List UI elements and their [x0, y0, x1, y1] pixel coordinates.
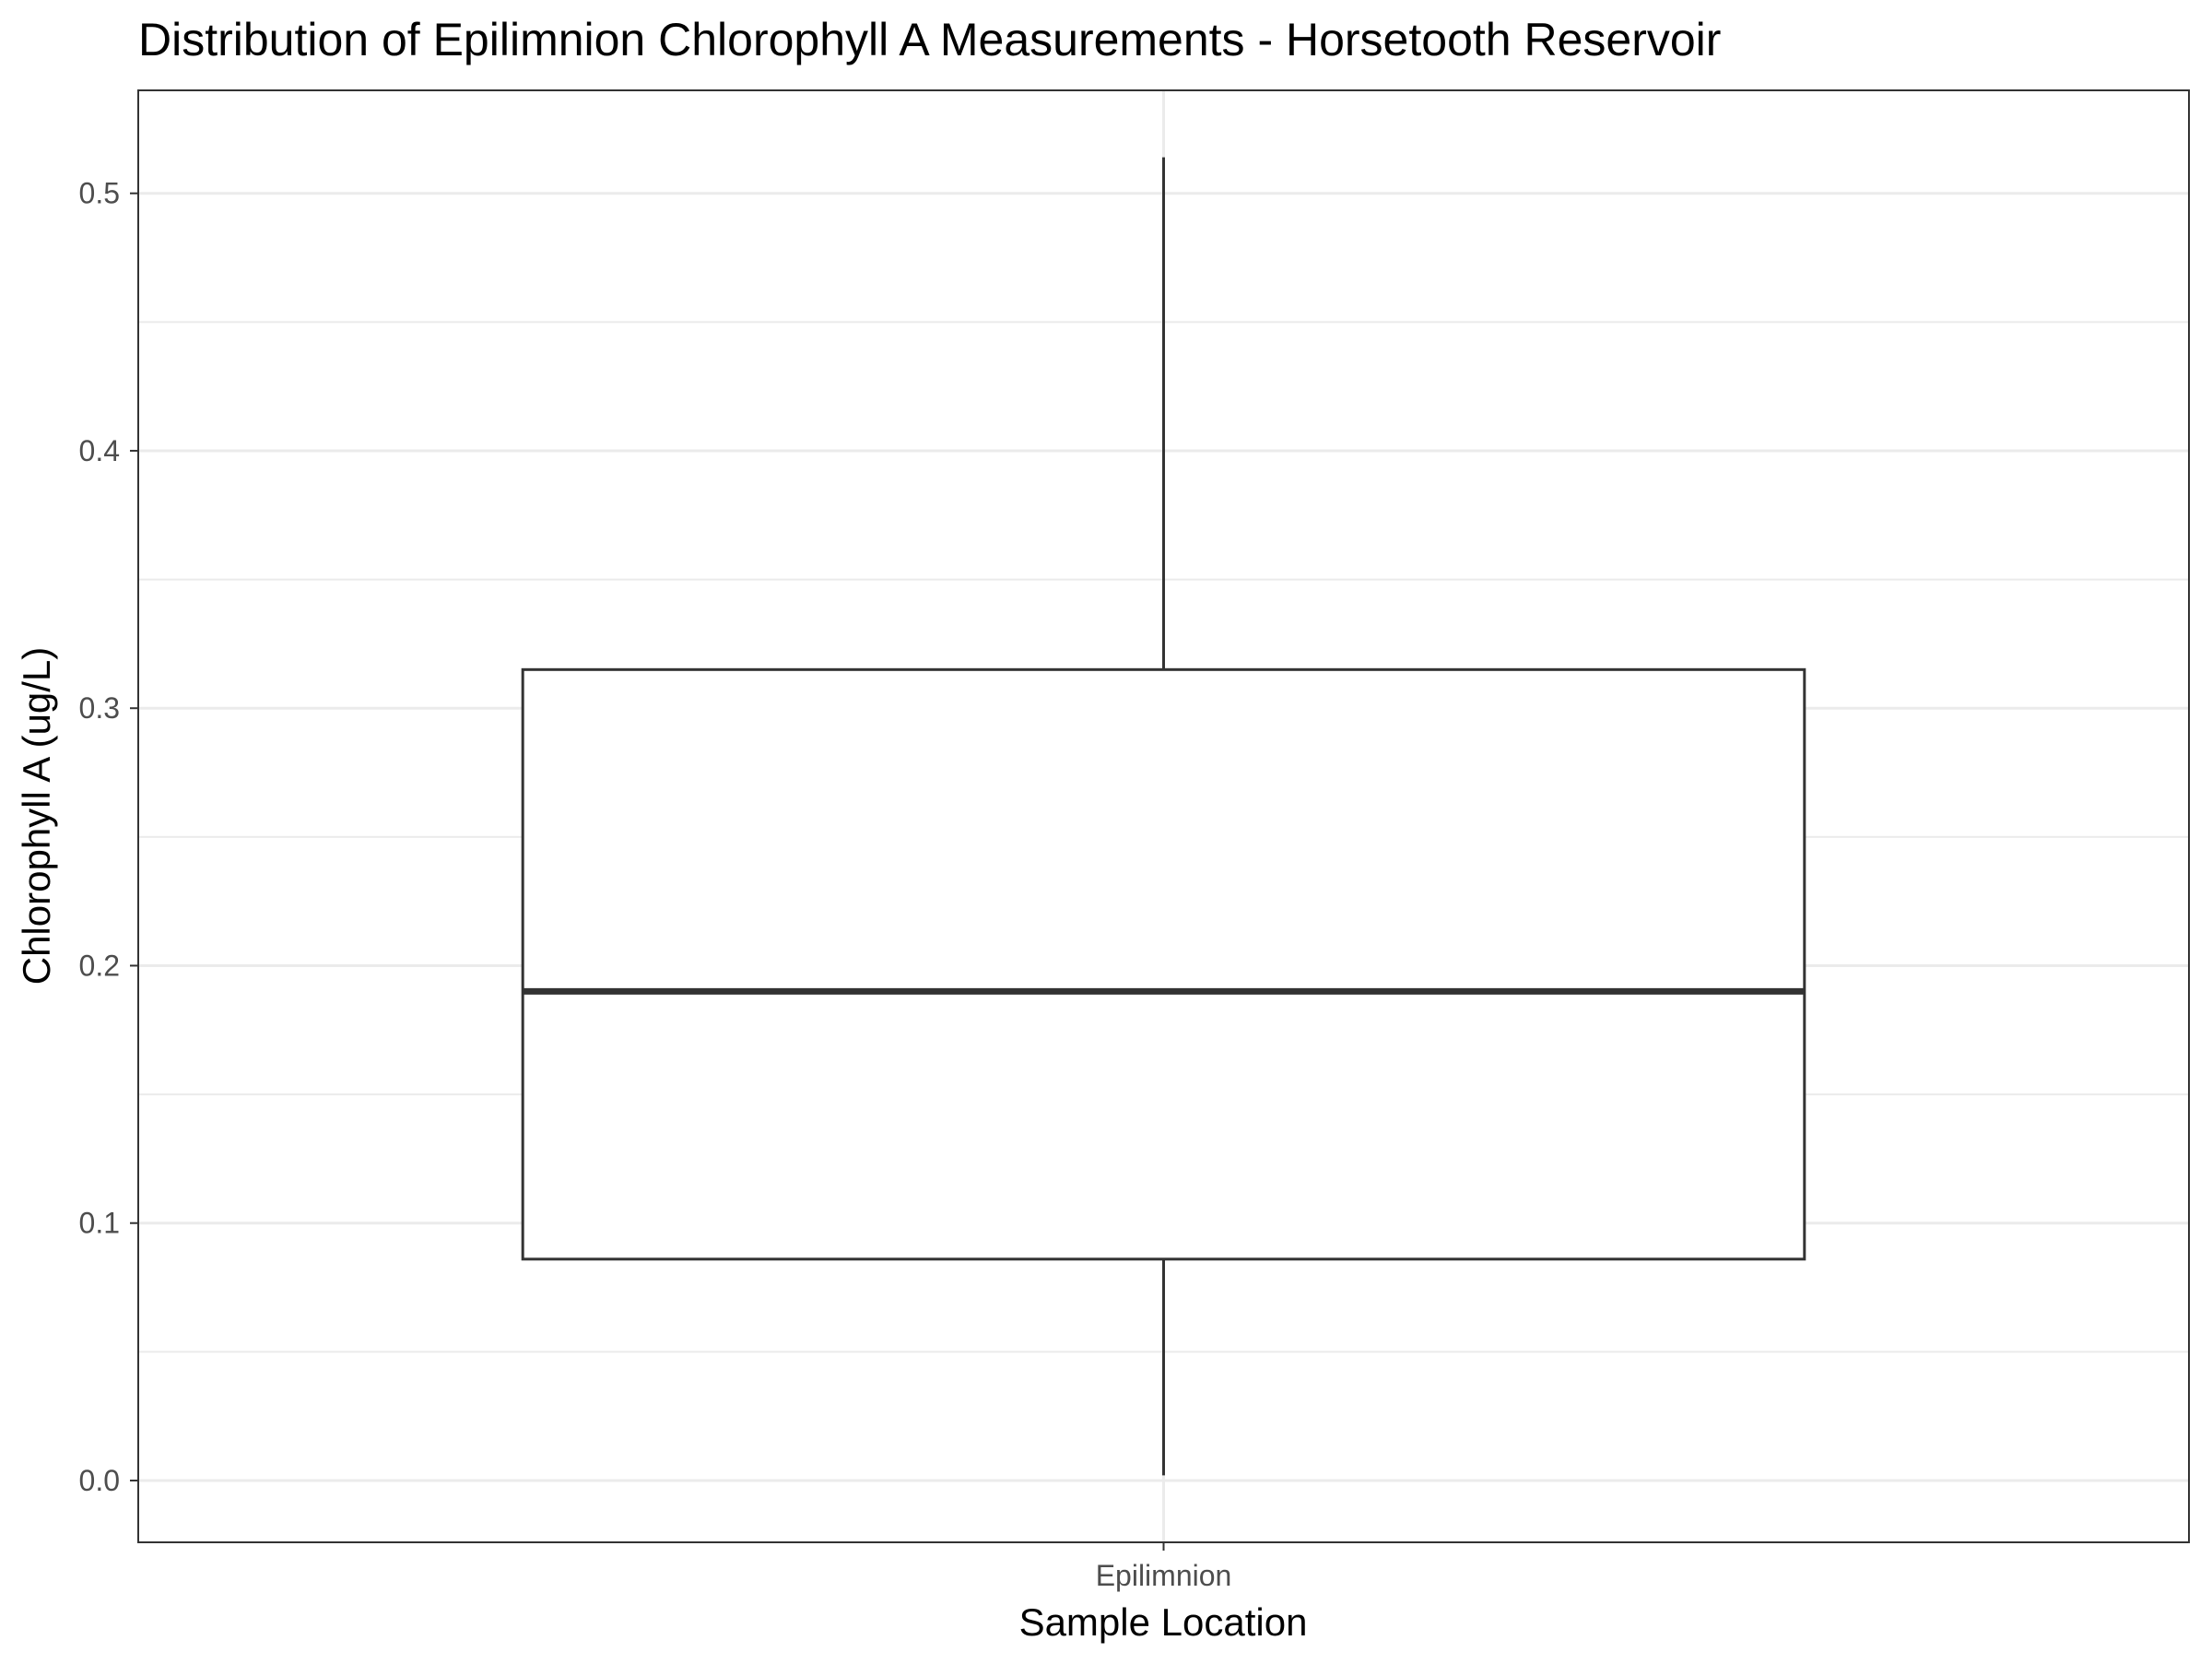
x-tick-label: Epilimnion [1096, 1559, 1232, 1592]
y-axis-title: Chlorophyll A (ug/L) [15, 647, 58, 985]
chart-title: Distribution of Epilimnion Chlorophyll A… [138, 14, 1721, 65]
box-epilimnion [521, 157, 1806, 1476]
y-tick-label: 0.0 [79, 1464, 120, 1497]
y-tick-label: 0.3 [79, 691, 120, 725]
x-axis-ticks: Epilimnion [1096, 1542, 1232, 1592]
y-tick-label: 0.1 [79, 1207, 120, 1240]
x-axis-title: Sample Location [1019, 1600, 1308, 1644]
y-axis-ticks: 0.0 0.1 0.2 0.3 0.4 0.5 [79, 177, 138, 1497]
y-tick-label: 0.2 [79, 949, 120, 982]
y-tick-label: 0.5 [79, 177, 120, 210]
interquartile-box [521, 667, 1806, 1261]
y-tick-label: 0.4 [79, 434, 120, 467]
box-layer [521, 157, 1806, 1476]
